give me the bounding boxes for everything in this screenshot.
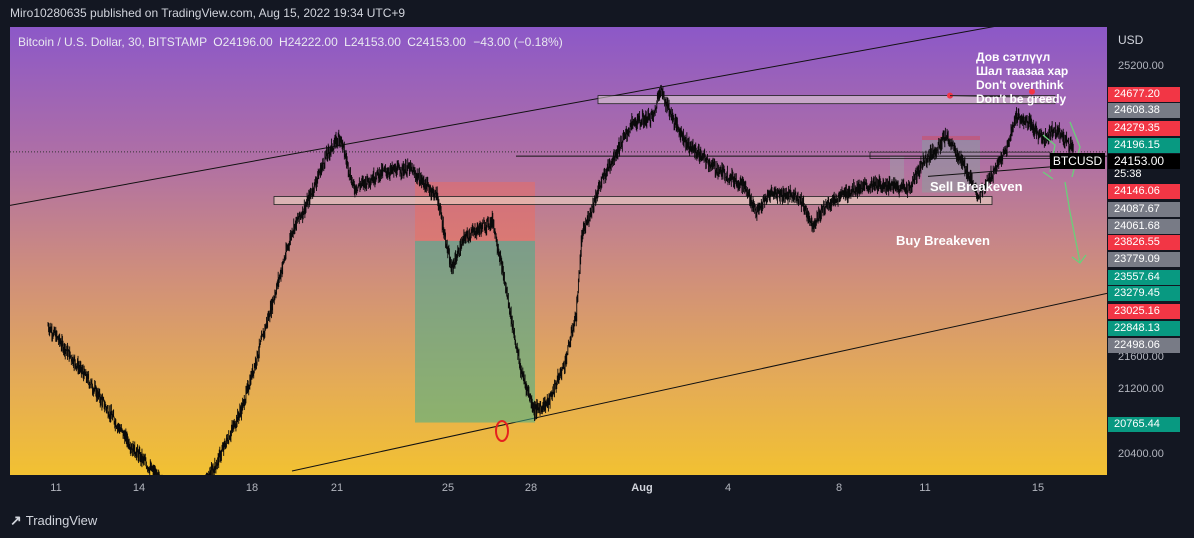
publish-header: Miro10280635 published on TradingView.co…: [10, 6, 405, 20]
change-value: −43.00 (−0.18%): [473, 35, 563, 49]
price-tick-label: 21600.00: [1118, 350, 1164, 363]
price-tick-label: 21200.00: [1118, 383, 1164, 396]
price-tag: 24279.35: [1108, 121, 1180, 136]
price-tick-label: 20400.00: [1118, 447, 1164, 460]
resistance-zone: [597, 95, 1056, 105]
ticker-tag: BTCUSD: [1050, 153, 1105, 169]
lower-channel-line: [291, 292, 1107, 472]
publish-info: Miro10280635 published on TradingView.co…: [10, 6, 406, 20]
symbol-legend: Bitcoin / U.S. Dollar, 30, BITSTAMP O241…: [18, 35, 563, 49]
price-tag: 24087.67: [1108, 202, 1180, 217]
projection-down-arrow: [1064, 181, 1087, 264]
time-tick-label: 8: [835, 482, 843, 494]
tradingview-logo-icon: ↗: [10, 512, 22, 528]
high-marker: [1029, 88, 1035, 95]
time-axis[interactable]: 11 14 18 21 25 28 Aug 4 8 11 15: [10, 476, 1107, 500]
time-tick-label: 11: [919, 482, 931, 494]
target-zone: [415, 240, 535, 423]
open-value: 24196.00: [222, 35, 273, 49]
price-tag: 23826.55: [1108, 235, 1180, 250]
price-tag: 24146.06: [1108, 184, 1180, 199]
close-label: C: [407, 35, 416, 49]
price-tag: 24608.38: [1108, 103, 1180, 118]
price-tag: 24677.20: [1108, 87, 1180, 102]
support-zone: [273, 196, 993, 205]
note-line: Don't overthink: [976, 78, 1064, 92]
price-tag: 23779.09: [1108, 252, 1180, 267]
symbol-name: Bitcoin / U.S. Dollar, 30, BITSTAMP: [18, 35, 207, 49]
price-tag: 23025.16: [1108, 304, 1180, 319]
time-tick-label: 11: [50, 482, 62, 494]
close-value: 24153.00: [415, 35, 466, 49]
brand-label: TradingView: [25, 513, 98, 528]
price-tag: 24061.68: [1108, 219, 1180, 234]
buy-breakeven-label: Buy Breakeven: [896, 233, 990, 248]
price-tag: 24196.15: [1108, 138, 1180, 153]
time-tick-label: 25: [441, 482, 455, 494]
price-tag: 22848.13: [1108, 321, 1180, 336]
price-scale[interactable]: USD 25200.00 21600.00 21200.00 20400.00 246…: [1108, 27, 1184, 475]
time-tick-label: 21: [330, 482, 344, 494]
low-circle-marker: [495, 420, 509, 442]
low-label: L: [344, 35, 351, 49]
currency-label: USD: [1118, 33, 1144, 47]
high-value: 24222.00: [287, 35, 338, 49]
open-label: O: [213, 35, 223, 49]
high-label: H: [279, 35, 288, 49]
price-tag: 24153.00: [1108, 154, 1180, 169]
countdown-label: 25:38: [1114, 168, 1142, 180]
price-tag: 22498.06: [1108, 338, 1180, 353]
footer: ↗ TradingView: [10, 512, 97, 529]
sell-breakeven-label: Sell Breakeven: [930, 179, 1023, 194]
price-tag: 23279.45: [1108, 286, 1180, 301]
price-tick-label: 25200.00: [1118, 60, 1164, 73]
time-tick-label: 14: [132, 482, 146, 494]
time-tick-label: Aug: [631, 482, 653, 494]
price-tag: 20765.44: [1108, 417, 1180, 432]
note-line: Дов сэтлүүл: [976, 50, 1050, 64]
chart-area[interactable]: Дов сэтлүүл Шал таазаа хар Don't overthink…: [10, 27, 1107, 475]
time-tick-label: 18: [245, 482, 259, 494]
note-line: Шал таазаа хар: [976, 64, 1068, 78]
low-value: 24153.00: [350, 35, 401, 49]
note-line: Don't be greedy: [976, 92, 1067, 106]
top-line: [949, 95, 1041, 98]
price-tag: 23557.64: [1108, 270, 1180, 285]
time-tick-label: 28: [524, 482, 538, 494]
upper-channel-line: [10, 27, 995, 206]
time-tick-label: 15: [1031, 482, 1045, 494]
sell-stop-zone: [922, 135, 980, 141]
time-tick-label: 4: [724, 482, 732, 494]
